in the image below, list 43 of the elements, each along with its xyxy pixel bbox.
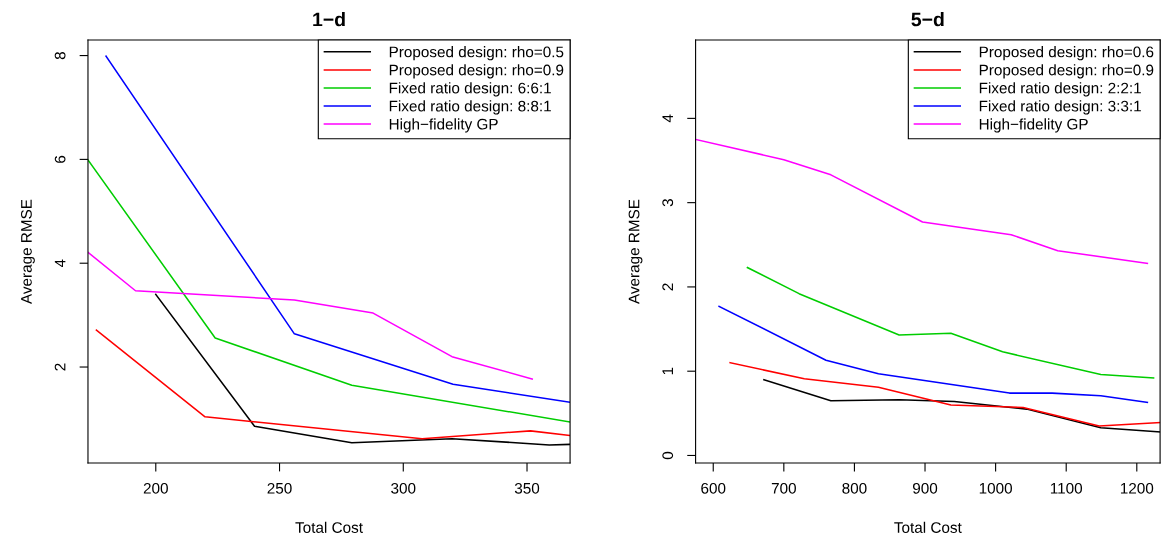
y-tick-label: 8 xyxy=(54,51,66,60)
line-series xyxy=(95,329,571,440)
line-series xyxy=(87,159,571,423)
line-series xyxy=(695,138,1149,265)
legend-label: High−fidelity GP xyxy=(389,118,498,133)
legend-label: Proposed design: rho=0.9 xyxy=(389,64,564,79)
line-series xyxy=(87,251,533,380)
legend-label: Proposed design: rho=0.5 xyxy=(389,46,564,61)
chart-title: 5−d xyxy=(911,12,944,27)
y-axis-title: Average RMSE xyxy=(628,199,643,305)
chart-title: 1−d xyxy=(313,12,345,27)
y-tick-label: 2 xyxy=(54,363,66,371)
x-tick-label: 1100 xyxy=(1050,482,1083,494)
legend-label: Proposed design: rho=0.6 xyxy=(979,46,1154,61)
x-tick-label: 600 xyxy=(701,482,726,494)
y-tick-label: 1 xyxy=(662,367,673,375)
legend-label: Fixed ratio design: 8:8:1 xyxy=(389,100,551,115)
y-tick-label: 4 xyxy=(662,114,673,123)
y-tick-label: 2 xyxy=(662,283,673,291)
x-tick-label: 250 xyxy=(267,482,292,494)
legend-label: Proposed design: rho=0.9 xyxy=(979,64,1154,79)
line-series xyxy=(746,266,1155,379)
x-tick-label: 300 xyxy=(391,482,416,494)
x-axis-title: Total Cost xyxy=(894,521,962,533)
line-series xyxy=(729,362,1161,427)
x-tick-label: 900 xyxy=(912,482,938,494)
y-tick-label: 3 xyxy=(662,199,674,207)
y-tick-label: 4 xyxy=(54,259,66,268)
x-tick-label: 700 xyxy=(771,482,796,494)
line-series xyxy=(718,305,1149,404)
y-tick-label: 6 xyxy=(54,155,66,163)
legend-label: Fixed ratio design: 6:6:1 xyxy=(389,82,551,97)
x-tick-label: 200 xyxy=(143,482,168,494)
legend-label: Fixed ratio design: 2:2:1 xyxy=(979,82,1141,97)
x-tick-label: 1200 xyxy=(1120,482,1154,494)
legend-label: Fixed ratio design: 3:3:1 xyxy=(979,100,1141,115)
x-tick-label: 350 xyxy=(514,482,540,494)
y-tick-label: 0 xyxy=(662,451,674,460)
x-axis-title: Total Cost xyxy=(295,521,363,533)
legend-label: High−fidelity GP xyxy=(979,118,1088,133)
y-axis-title: Average RMSE xyxy=(21,199,35,305)
x-tick-label: 800 xyxy=(842,482,867,494)
x-tick-label: 1000 xyxy=(979,482,1013,494)
